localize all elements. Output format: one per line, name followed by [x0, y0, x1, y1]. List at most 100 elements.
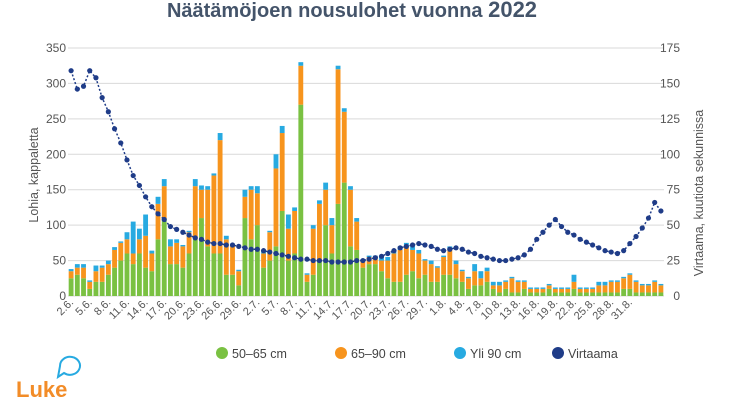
flow-point	[149, 204, 155, 210]
flow-point	[68, 68, 74, 74]
bar-segment	[161, 186, 167, 219]
flow-point	[292, 255, 298, 261]
bar-segment	[105, 274, 111, 296]
flow-point	[621, 248, 627, 254]
bar-segment	[354, 221, 360, 250]
bar-segment	[186, 232, 192, 254]
bar-segment	[267, 230, 273, 233]
flow-point	[360, 257, 366, 264]
bar-segment	[192, 186, 198, 240]
flow-point	[422, 242, 428, 248]
bar-segment	[81, 267, 86, 279]
bar-segment	[559, 292, 564, 296]
bar-segment	[515, 281, 521, 293]
bar-segment	[509, 276, 515, 279]
bar-segment	[211, 175, 217, 254]
bar-segment	[279, 125, 285, 134]
bar-segment	[143, 267, 149, 296]
bar-segment	[552, 292, 558, 296]
bar-segment	[149, 271, 155, 296]
bar-segment	[397, 249, 403, 282]
luke-logo: Luke	[16, 355, 81, 400]
bar-segment	[199, 218, 204, 296]
bar-segment	[267, 232, 273, 261]
bar-segment	[217, 140, 223, 254]
bar-segment	[497, 281, 502, 286]
bar-segment	[372, 257, 378, 265]
bar-segment	[267, 260, 273, 296]
bar-segment	[174, 239, 180, 243]
left-tick-label: 300	[46, 76, 66, 90]
bar-segment	[571, 281, 577, 289]
flow-point	[186, 232, 192, 238]
flow-point	[354, 257, 360, 264]
flow-point	[391, 248, 397, 254]
bar-segment	[540, 287, 546, 289]
chart-title-main: Näätämöjoen nousulohet vuonna	[167, 0, 483, 22]
bar-segment	[658, 285, 664, 293]
chart-title-year: 2022	[488, 0, 537, 22]
bar-segment	[354, 218, 360, 222]
chart-title: Näätämöjoen nousulohet vuonna 2022	[167, 0, 537, 22]
bar-segment	[583, 288, 589, 293]
bar-segment	[192, 239, 198, 296]
left-tick-label: 250	[46, 112, 66, 126]
flow-point	[459, 246, 465, 252]
flow-point	[428, 243, 434, 249]
bar-segment	[385, 278, 391, 296]
bar-segment	[168, 246, 173, 265]
flow-point	[633, 233, 639, 240]
x-tick-label: 2.7.	[241, 297, 262, 318]
bar-segment	[341, 182, 347, 296]
flow-point	[509, 256, 515, 262]
bar-segment	[310, 274, 316, 296]
bar-segment	[608, 281, 614, 293]
x-tick-label: 5.7.	[260, 297, 281, 318]
bar-segment	[565, 292, 571, 296]
flow-point	[267, 249, 273, 255]
bar-segment	[366, 255, 372, 258]
bar-segment	[161, 218, 167, 296]
bar-segment	[236, 269, 242, 272]
bar-segment	[410, 271, 415, 296]
flow-point	[229, 242, 236, 248]
bar-segment	[428, 281, 434, 296]
bar-segment	[428, 260, 434, 265]
bar-segment	[168, 239, 173, 247]
bar-segment	[497, 285, 502, 293]
flow-point	[366, 256, 372, 262]
flow-point	[279, 252, 285, 258]
bar-segment	[509, 292, 515, 296]
bar-segment	[410, 246, 415, 250]
bar-segment	[186, 230, 192, 233]
bar-segment	[515, 280, 521, 282]
flow-point	[447, 246, 453, 252]
bar-segment	[118, 242, 124, 261]
bar-series	[68, 62, 664, 296]
bar-segment	[329, 218, 335, 226]
bar-segment	[310, 225, 316, 229]
x-tick-label: 31.8.	[609, 297, 635, 323]
bar-segment	[236, 271, 242, 286]
bar-segment	[615, 280, 620, 282]
bar-segment	[534, 292, 540, 296]
bar-segment	[627, 273, 633, 275]
bar-segment	[136, 253, 142, 296]
bar-segment	[230, 246, 235, 275]
left-axis-ticks: 0 50 100 150 200 250 300 350	[46, 41, 66, 303]
bar-segment	[124, 253, 130, 296]
bar-segment	[180, 267, 186, 296]
bar-segment	[559, 288, 564, 293]
bar-segment	[416, 249, 422, 254]
bar-segment	[646, 285, 651, 293]
bar-segment	[627, 274, 633, 289]
bar-segment	[379, 260, 384, 272]
flow-point	[378, 253, 385, 259]
bar-segment	[528, 287, 533, 289]
legend-label-65-90: 65–90 cm	[351, 347, 406, 361]
speech-bubble-icon	[56, 355, 81, 380]
bar-segment	[646, 292, 651, 296]
bar-segment	[323, 189, 329, 226]
bar-segment	[459, 269, 465, 272]
flow-point	[590, 242, 596, 248]
